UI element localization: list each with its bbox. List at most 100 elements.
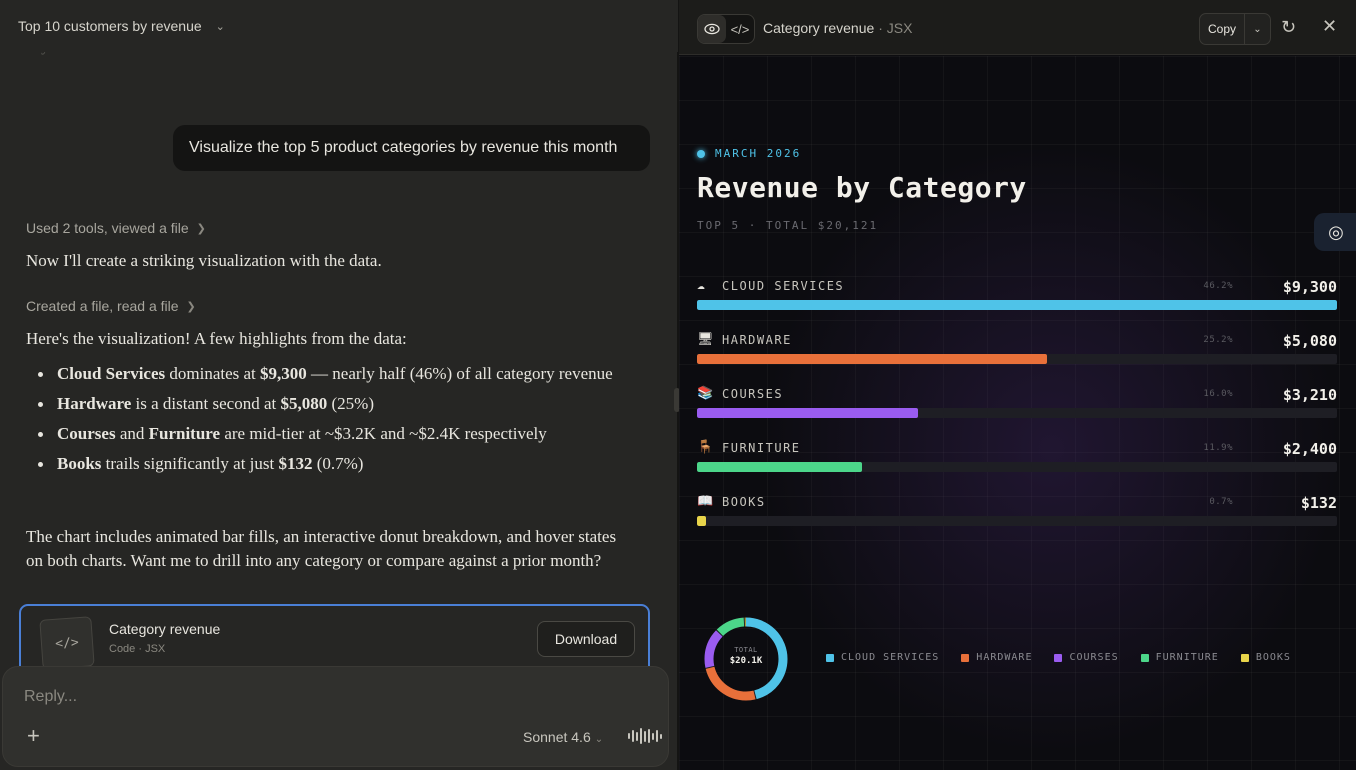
chat-pane: Top 10 customers by revenue ⌄ any of the…: [0, 0, 678, 767]
artifact-panel: </> Category revenue · JSX Copy ⌄ ↻ ✕ MA…: [679, 0, 1356, 770]
bar-row[interactable]: 🖥 HARDWARE 25.2% $5,080: [697, 332, 1337, 372]
chevron-down-icon: ⌄: [594, 734, 604, 745]
category-icon: 🖥: [697, 332, 714, 347]
bar-track: [697, 462, 1337, 472]
legend-item: CLOUD SERVICES: [826, 652, 939, 663]
copy-button-group: Copy ⌄: [1199, 13, 1271, 45]
code-file-icon: </>: [39, 616, 95, 670]
category-icon: 📖: [697, 494, 714, 509]
legend-item: FURNITURE: [1140, 652, 1219, 663]
assistant-intro: Here's the visualization! A few highligh…: [26, 329, 407, 348]
user-message: Visualize the top 5 product categories b…: [173, 125, 650, 171]
status-dot: [697, 149, 705, 158]
donut-total-label: TOTAL: [734, 646, 758, 654]
legend-label: COURSES: [1069, 652, 1119, 663]
bar-track: [697, 516, 1337, 526]
legend-label: HARDWARE: [976, 652, 1033, 663]
chevron-right-icon: ❯: [196, 222, 206, 235]
bar-value: $2,400: [1282, 440, 1337, 458]
bar-value: $5,080: [1282, 332, 1337, 350]
tool-usage-text: Used 2 tools, viewed a file: [26, 220, 189, 236]
chart-title: Revenue by Category: [697, 171, 1027, 204]
code-view-icon[interactable]: </>: [730, 21, 750, 37]
chevron-right-icon: ❯: [186, 300, 196, 313]
chart-canvas: MARCH 2026 Revenue by Category TOP 5 · T…: [679, 56, 1356, 770]
close-icon[interactable]: ✕: [1322, 16, 1338, 36]
donut-slice[interactable]: [704, 617, 788, 701]
list-item: Books trails significantly at just $132 …: [36, 451, 626, 476]
artifact-subtitle: Code · JSX: [109, 643, 166, 655]
chart-legend: CLOUD SERVICES HARDWARE COURSES FURNITURE BO…: [826, 652, 1291, 663]
refresh-icon[interactable]: ↻: [1281, 17, 1297, 37]
bar-track: [697, 300, 1337, 310]
view-toggle[interactable]: </>: [697, 14, 755, 44]
reply-composer: Reply... + Sonnet 4.6 ⌄: [2, 666, 669, 767]
bar[interactable]: [697, 354, 1047, 364]
bar-row[interactable]: 📖 BOOKS 0.7% $132: [697, 494, 1337, 534]
chevron-down-icon[interactable]: ⌄: [1253, 23, 1262, 35]
preview-eye-icon[interactable]: [698, 15, 726, 43]
legend-label: CLOUD SERVICES: [841, 652, 940, 663]
model-name: Sonnet 4.6: [523, 729, 591, 745]
category-icon: 🪑: [697, 440, 714, 455]
bar-label: COURSES: [722, 387, 784, 401]
chevron-down-icon[interactable]: ⌄: [215, 20, 225, 33]
bar-percent: 25.2%: [1203, 335, 1233, 345]
bar-percent: 16.0%: [1203, 389, 1233, 399]
bar-track: [697, 408, 1337, 418]
bar-label: FURNITURE: [722, 441, 801, 455]
bar-label: BOOKS: [722, 495, 766, 509]
file-actions-text: Created a file, read a file: [26, 298, 179, 314]
tool-usage-summary[interactable]: Used 2 tools, viewed a file ❯: [26, 220, 206, 236]
bar-percent: 0.7%: [1209, 497, 1233, 507]
legend-swatch: [1054, 653, 1063, 662]
artifact-header: </> Category revenue · JSX Copy ⌄ ↻ ✕: [679, 0, 1356, 55]
bar-row[interactable]: 📚 COURSES 16.0% $3,210: [697, 386, 1337, 426]
bar[interactable]: [697, 300, 1337, 310]
plus-icon[interactable]: +: [27, 723, 40, 748]
reply-input[interactable]: Reply...: [24, 688, 78, 705]
target-icon[interactable]: ◎: [1314, 213, 1356, 251]
bar-percent: 46.2%: [1203, 281, 1233, 291]
category-icon: 📚: [697, 386, 714, 401]
model-selector[interactable]: Sonnet 4.6 ⌄: [523, 729, 603, 745]
legend-swatch: [826, 653, 834, 662]
list-item: Cloud Services dominates at $9,300 — nea…: [36, 361, 626, 386]
assistant-text: Now I'll create a striking visualization…: [26, 251, 382, 270]
legend-swatch: [1240, 653, 1249, 662]
legend-item: COURSES: [1054, 652, 1118, 663]
conversation-header[interactable]: Top 10 customers by revenue ⌄: [0, 0, 678, 52]
bar-label: CLOUD SERVICES: [722, 279, 845, 293]
bar-row[interactable]: ☁ CLOUD SERVICES 46.2% $9,300: [697, 278, 1337, 318]
highlights-list: Cloud Services dominates at $9,300 — nea…: [36, 361, 626, 481]
bar[interactable]: [697, 516, 706, 526]
download-button[interactable]: Download: [537, 621, 635, 657]
bar-value: $132: [1300, 494, 1337, 512]
bar[interactable]: [697, 462, 862, 472]
pane-divider[interactable]: [677, 0, 679, 770]
chart-eyebrow: MARCH 2026: [697, 147, 801, 160]
list-item: Hardware is a distant second at $5,080 (…: [36, 391, 626, 416]
bar-value: $3,210: [1282, 386, 1337, 404]
bar-track: [697, 354, 1337, 364]
voice-mode-icon[interactable]: [628, 727, 662, 745]
artifact-panel-title: Category revenue · JSX: [763, 20, 913, 36]
artifact-title: Category revenue: [109, 621, 221, 637]
donut-slice[interactable]: [704, 617, 788, 701]
legend-swatch: [961, 653, 970, 662]
copy-button[interactable]: Copy: [1200, 14, 1245, 44]
resize-handle[interactable]: [674, 388, 680, 412]
donut-total-value: $20.1K: [729, 656, 763, 666]
file-actions-summary[interactable]: Created a file, read a file ❯: [26, 298, 196, 314]
assistant-closing: The chart includes animated bar fills, a…: [26, 527, 617, 570]
bar[interactable]: [697, 408, 918, 418]
bar-percent: 11.9%: [1203, 443, 1233, 453]
legend-item: BOOKS: [1240, 652, 1291, 663]
category-icon: ☁: [697, 278, 705, 293]
user-message-text: Visualize the top 5 product categories b…: [189, 139, 618, 156]
bar-value: $9,300: [1282, 278, 1337, 296]
conversation-title[interactable]: Top 10 customers by revenue: [18, 18, 202, 34]
donut-slice[interactable]: [704, 617, 788, 701]
donut-chart[interactable]: TOTAL $20.1K: [701, 614, 791, 704]
bar-row[interactable]: 🪑 FURNITURE 11.9% $2,400: [697, 440, 1337, 480]
